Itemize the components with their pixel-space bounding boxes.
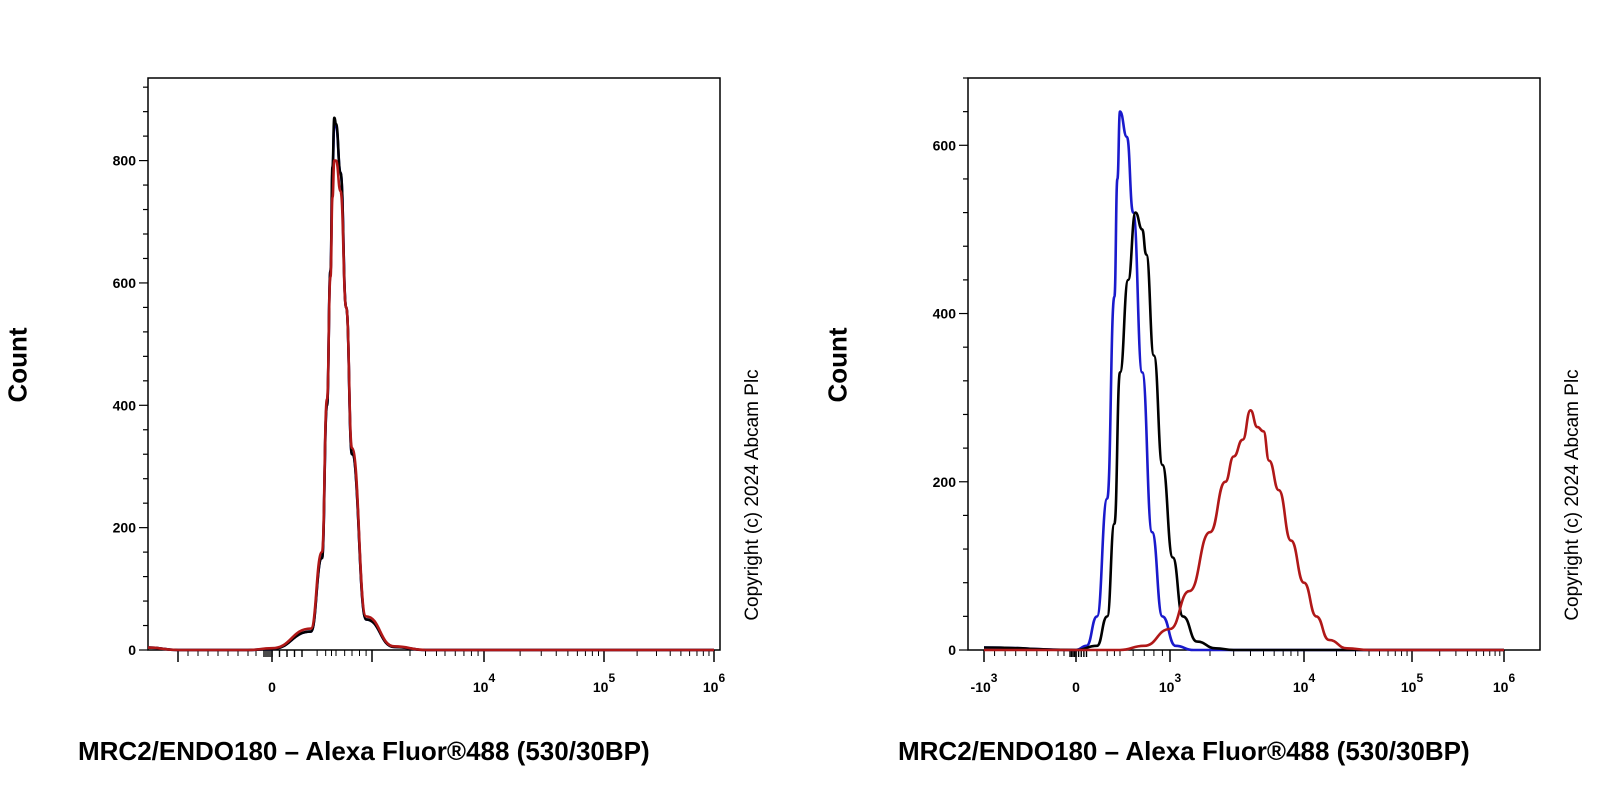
y-tick-label: 200 <box>933 474 957 490</box>
plot-area: 0 200 400 600 800 0 104 105 106 <box>113 77 726 695</box>
y-tick-label: 400 <box>933 306 957 322</box>
copyright-text: Copyright (c) 2024 Abcam Plc <box>742 369 763 621</box>
histogram-series-line <box>147 159 714 652</box>
plot-frame <box>147 77 721 651</box>
x-tick-label: 104 <box>473 671 496 695</box>
histogram-series-line <box>983 409 1504 652</box>
y-tick-label: 600 <box>933 137 957 153</box>
plot-frame <box>967 77 1541 651</box>
y-tick-label: 200 <box>113 520 137 536</box>
histogram-series-line <box>983 110 1504 652</box>
histogram-series-line <box>147 122 714 652</box>
x-tick-label: 105 <box>593 671 616 695</box>
x-tick-label: 105 <box>1401 671 1424 695</box>
x-tick-label: -103 <box>971 671 998 695</box>
x-tick-label: 0 <box>268 679 276 695</box>
y-tick-label: 400 <box>113 397 137 413</box>
x-tick-label: 0 <box>1072 679 1080 695</box>
x-axis-label: MRC2/ENDO180 – Alexa Fluor®488 (530/30BP… <box>898 736 1470 766</box>
x-tick-label: 103 <box>1159 671 1182 695</box>
right-histogram-panel: Count 0 200 400 600 -103 0 103 104 105 106 MRC2/E… <box>820 0 1600 800</box>
histogram-series-line <box>147 116 714 652</box>
left-histogram-panel: Count 0 200 400 600 800 0 104 105 106 MRC2/ENDO1… <box>3 77 763 766</box>
y-tick-label: 800 <box>113 153 137 169</box>
x-tick-label: 104 <box>1293 671 1316 695</box>
histogram-series-line <box>983 211 1504 652</box>
plot-area: 0 200 400 600 -103 0 103 104 105 106 <box>933 77 1541 695</box>
right-histogram-chart: 0 200 400 600 -103 0 103 104 105 106 <box>933 77 1541 695</box>
left-histogram-chart: 0 200 400 600 800 0 104 105 106 <box>113 77 726 695</box>
copyright-text: Copyright (c) 2024 Abcam Plc <box>1562 369 1583 621</box>
y-tick-label: 0 <box>128 642 136 658</box>
x-axis-label: MRC2/ENDO180 – Alexa Fluor®488 (530/30BP… <box>78 736 650 766</box>
x-tick-label: 106 <box>1493 671 1516 695</box>
y-tick-label: 0 <box>948 642 956 658</box>
y-tick-label: 600 <box>113 275 137 291</box>
x-tick-label: 106 <box>703 671 726 695</box>
